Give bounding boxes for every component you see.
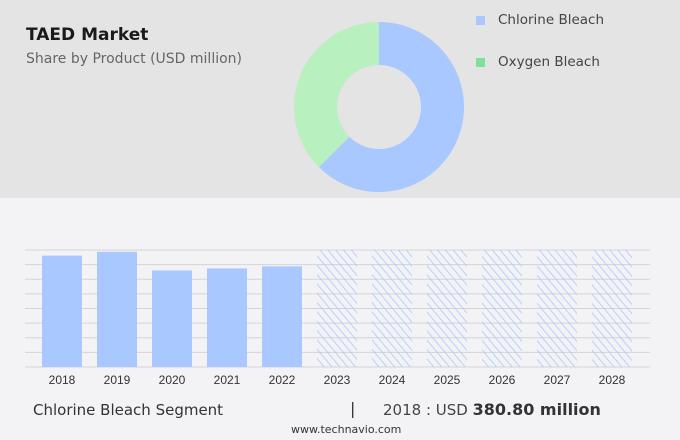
chart-title: TAED Market xyxy=(26,25,149,45)
bar-forecast-2026 xyxy=(482,250,522,367)
highlight-number: 380.80 million xyxy=(472,400,601,419)
donut-slice-chlorine-bleach xyxy=(318,22,465,192)
highlight-value: 2018 : USD 380.80 million xyxy=(383,400,601,419)
x-tick-label: 2020 xyxy=(159,373,186,387)
x-tick-label: 2018 xyxy=(49,373,76,387)
bar-forecast-2027 xyxy=(537,250,577,367)
source-link[interactable]: www.technavio.com xyxy=(291,423,402,436)
x-tick-label: 2026 xyxy=(489,373,516,387)
bar-2022 xyxy=(262,266,302,367)
x-tick-label: 2027 xyxy=(544,373,571,387)
legend-label: Oxygen Bleach xyxy=(498,54,600,70)
bar-2021 xyxy=(207,268,247,367)
chart-subtitle: Share by Product (USD million) xyxy=(26,51,243,67)
separator: | xyxy=(350,399,356,418)
x-tick-label: 2028 xyxy=(599,373,626,387)
x-tick-label: 2025 xyxy=(434,373,461,387)
x-tick-label: 2023 xyxy=(324,373,351,387)
legend-swatch xyxy=(476,15,485,25)
bar-forecast-2023 xyxy=(317,250,357,367)
bar-2018 xyxy=(42,255,82,367)
legend-swatch xyxy=(476,57,485,67)
donut-slice-oxygen-bleach xyxy=(294,22,379,168)
bar-2020 xyxy=(152,270,192,367)
bar-forecast-2025 xyxy=(427,250,467,367)
bar-forecast-2028 xyxy=(592,250,632,367)
x-tick-label: 2021 xyxy=(214,373,241,387)
segment-label: Chlorine Bleach Segment xyxy=(33,401,224,419)
legend-item-oxygen: Oxygen Bleach xyxy=(476,54,600,70)
legend-item-chlorine: Chlorine Bleach xyxy=(476,12,604,28)
x-tick-label: 2019 xyxy=(104,373,131,387)
highlight-prefix: 2018 : USD xyxy=(383,401,468,419)
legend-label: Chlorine Bleach xyxy=(498,12,605,28)
x-tick-label: 2022 xyxy=(269,373,296,387)
x-tick-label: 2024 xyxy=(379,373,406,387)
bar-2019 xyxy=(97,251,137,367)
bar-forecast-2024 xyxy=(372,250,412,367)
